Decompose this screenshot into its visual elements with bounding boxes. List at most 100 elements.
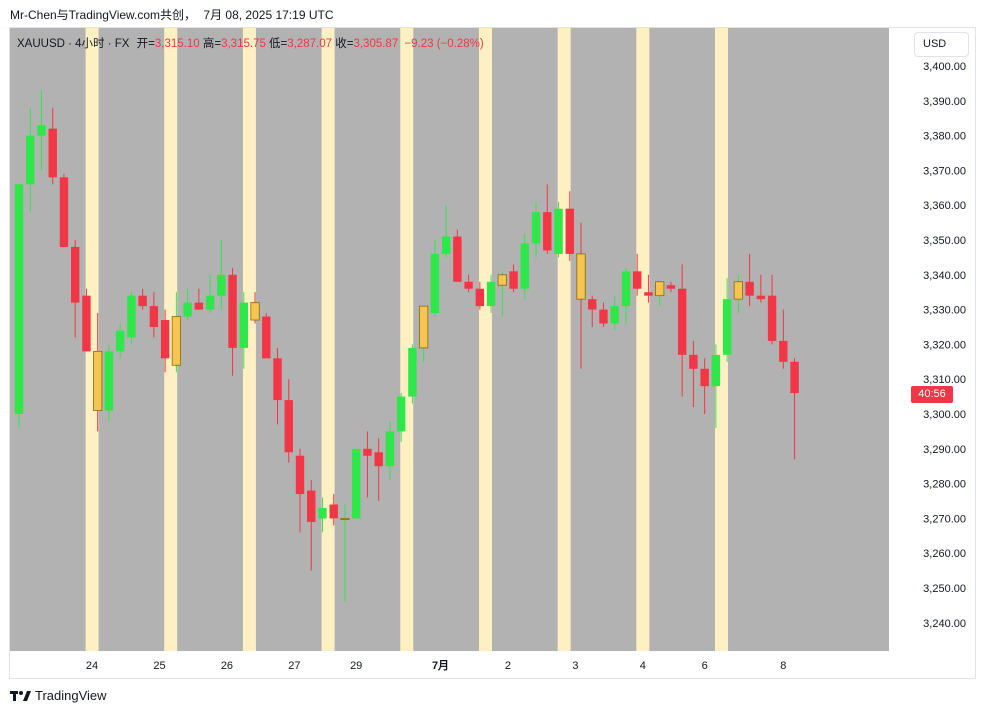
candle-body [655,281,665,297]
y-tick-label: 3,390.00 [923,96,966,108]
x-tick-label: 3 [572,660,578,672]
candle-body [93,350,103,411]
high-value: 3,315.75 [221,38,266,50]
session-band [557,28,571,651]
y-tick-label: 3,240.00 [923,618,966,630]
y-tick-label: 3,340.00 [923,270,966,282]
countdown-price-tag: 40:56 [911,386,953,403]
candle-body [700,368,709,387]
tradingview-logo-icon [10,689,32,703]
y-tick-label: 3,280.00 [923,479,966,491]
candle-body [644,292,653,296]
candle-body [171,316,181,366]
close-label: 收= [335,38,354,50]
candle-body [318,507,327,519]
candle-body [138,295,147,307]
candle-body [228,274,237,348]
open-value: 3,315.10 [154,38,200,50]
candle-body [352,448,361,519]
session-band [242,28,256,651]
y-tick-label: 3,360.00 [923,200,966,212]
tradingview-brand[interactable]: TradingView [10,688,107,703]
candle-body [711,354,721,387]
session-band [321,28,335,651]
candle-body [250,302,260,321]
chart-header: Mr-Chen与TradingView.com共创， 7月 08, 2025 1… [10,6,334,23]
candle-body [497,274,507,286]
candle-body [621,271,631,307]
candle-body [441,236,451,254]
brand-name: TradingView [35,688,107,703]
candle-body [543,212,552,251]
x-tick-label: 6 [702,660,708,672]
ohlc-legend: XAUUSD · 4小时 · FX 开=3,315.10 高=3,315.75 … [17,35,484,51]
y-tick-label: 3,330.00 [923,305,966,317]
candle-body [756,295,766,300]
candle-body [677,288,687,355]
candle-body [430,253,440,314]
y-tick-label: 3,290.00 [923,444,966,456]
y-tick-label: 3,310.00 [923,374,966,386]
x-tick-label: 2 [505,660,511,672]
y-tick-label: 3,380.00 [923,131,966,143]
x-tick-label: 4 [640,660,646,672]
y-tick-label: 3,250.00 [923,583,966,595]
author-text: Mr-Chen与TradingView.com共创， [10,8,197,22]
y-tick-label: 3,350.00 [923,235,966,247]
y-tick-label: 3,270.00 [923,513,966,525]
session-band [85,28,99,651]
candle-body [284,400,293,453]
candle-body [396,396,406,432]
y-tick-label: 3,260.00 [923,548,966,560]
candle-body [464,281,473,289]
chart-frame [9,27,976,679]
low-label: 低= [269,38,288,50]
candle-body [37,125,46,136]
candle-body [588,299,597,310]
y-tick-label: 3,320.00 [923,339,966,351]
candle-body [475,288,485,307]
candle-body [689,354,698,369]
candle-body [385,431,395,467]
candle-body [59,177,69,247]
x-tick-label: 27 [288,660,300,672]
session-band [400,28,414,651]
x-tick-label: 25 [153,660,165,672]
candle-body [48,128,57,178]
candle-body [295,455,305,495]
candle-body [363,448,372,456]
candle-body [666,285,676,289]
x-tick-label: 8 [780,660,786,672]
y-tick-label: 3,400.00 [923,61,966,73]
candle-body [329,504,338,519]
candle-body [486,281,496,307]
candle-body [633,271,642,289]
session-band [636,28,650,651]
open-label: 开= [136,38,155,50]
low-value: 3,287.07 [287,38,333,50]
candle-body [419,305,429,349]
candle-body [262,316,271,359]
high-label: 高= [202,38,222,50]
candle-body [217,274,226,296]
candle-body [14,184,24,414]
candle-body [194,302,204,310]
candle-body [71,246,80,303]
change-value: −9.23 (−0.28%) [404,38,484,50]
candle-body [610,306,619,324]
candle-body [790,361,799,394]
currency-button[interactable]: USD [914,32,969,57]
x-tick-label: 29 [350,660,362,672]
session-band [715,28,728,651]
symbol-label: XAUUSD · 4小时 · FX [17,38,130,50]
candle-body [307,490,316,522]
y-tick-label: 3,300.00 [923,409,966,421]
candle-body [374,452,383,467]
candle-body [205,295,215,310]
session-band [164,28,178,651]
candle-body [115,330,125,352]
candle-body [26,135,35,185]
plot-background [10,28,889,651]
x-tick-label: 24 [86,660,98,672]
